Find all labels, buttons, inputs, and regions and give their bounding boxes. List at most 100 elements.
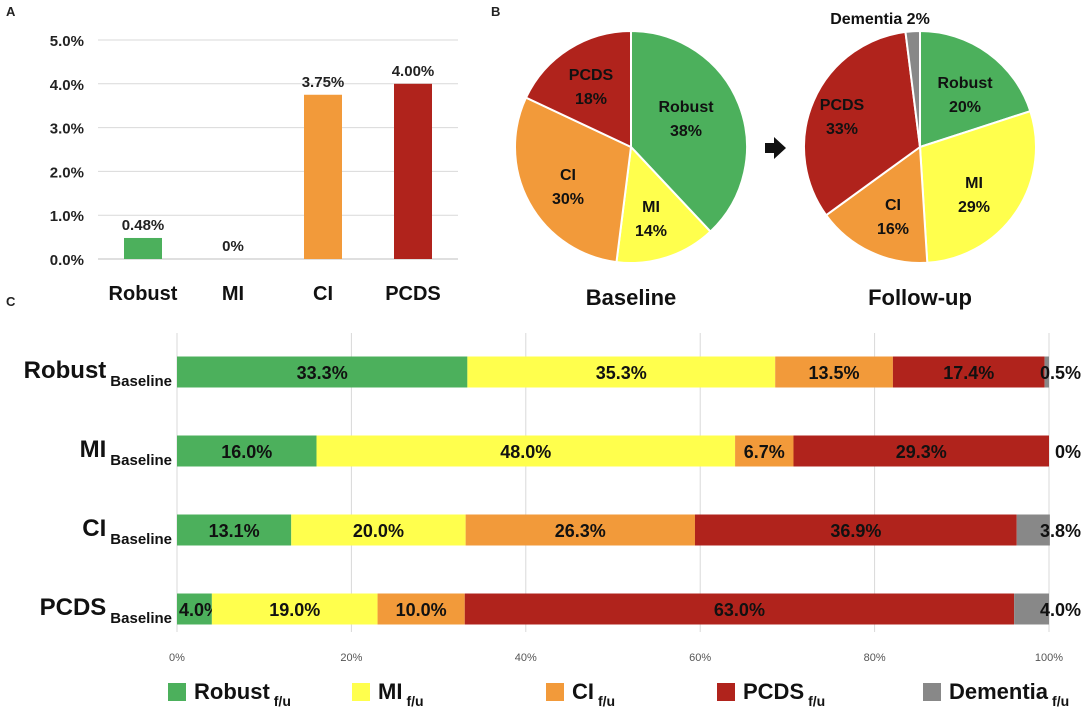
pie-slice-name-label: MI [642, 199, 660, 216]
x-tick-label: 0% [169, 652, 185, 664]
panel-b-pie-charts: Robust 38% MI 14% CI 30% PCDS 18% Baseline Robust… [514, 11, 1037, 310]
panel-c-stacked-bar-chart: 0% 20% 40% 60% 80% 100%Robust Baseline 33.3% 35.… [24, 333, 1081, 709]
pie-slice-value-label: 29% [958, 199, 990, 216]
bar-ci [304, 94, 342, 259]
legend-swatch-mi [352, 683, 370, 701]
pie-slice-name-label: Robust [937, 75, 993, 92]
stacked-segment-dementia [1014, 593, 1049, 625]
stacked-segment-ci [465, 514, 695, 546]
pie-slice-name-label: PCDS [820, 97, 865, 114]
segment-value-label: 6.7% [744, 442, 785, 462]
panel-b-letter: B [491, 4, 500, 19]
stacked-segment-mi [316, 435, 736, 467]
stacked-segment-robust [177, 514, 292, 546]
segment-value-label: 48.0% [500, 442, 551, 462]
y-category-label: Robust Baseline [24, 357, 172, 390]
stacked-segment-ci [377, 593, 465, 625]
arrow-right-icon [765, 137, 786, 159]
legend-swatch-ci [546, 683, 564, 701]
legend-subscript: f/u [808, 693, 825, 709]
legend-subscript: f/u [1052, 693, 1069, 709]
legend-label: PCDS f/u [743, 679, 825, 709]
bar-pcds [394, 83, 432, 259]
x-tick-label: 20% [340, 652, 362, 664]
x-category-label: MI [222, 283, 244, 305]
pie-slice-mi [615, 144, 712, 264]
segment-value-label: 33.3% [297, 363, 348, 383]
segment-value-label: 35.3% [596, 363, 647, 383]
legend-swatch-robust [168, 683, 186, 701]
stacked-segment-mi [211, 593, 378, 625]
segment-value-label: 19.0% [269, 600, 320, 620]
legend-series-name: MI [378, 679, 402, 704]
segment-value-label: 0.5% [1040, 363, 1081, 383]
segment-value-label: 4.0% [179, 600, 220, 620]
pie-slice-name-label: MI [965, 175, 983, 192]
x-category-label: PCDS [385, 283, 441, 305]
x-tick-label: 80% [864, 652, 886, 664]
segment-value-label: 20.0% [353, 521, 404, 541]
segment-value-label: 13.5% [809, 363, 860, 383]
segment-value-label: 4.0% [1040, 600, 1081, 620]
pie-slice-value-label: 14% [635, 223, 667, 240]
category-name: MI [80, 436, 107, 463]
category-name: Robust [24, 357, 107, 384]
stacked-segment-pcds [892, 356, 1045, 388]
legend-label: Dementia f/u [949, 679, 1069, 709]
y-category-label: CI Baseline [82, 515, 172, 548]
bar-robust [124, 237, 162, 259]
pie-slice-ci [824, 145, 929, 264]
stacked-segment-mi [291, 514, 466, 546]
bar-value-label: 0% [222, 238, 244, 255]
pie-slice-mi [918, 109, 1037, 264]
stacked-segment-dementia [1044, 356, 1049, 388]
stacked-segment-ci [775, 356, 893, 388]
pie-slice-name-label: PCDS [569, 67, 614, 84]
stacked-segment-pcds [793, 435, 1049, 467]
category-name: PCDS [40, 594, 107, 621]
legend-swatch-pcds [717, 683, 735, 701]
legend-label: Robust f/u [194, 679, 291, 709]
pie-slice-callout-label: Dementia 2% [830, 11, 930, 28]
legend-swatch-dementia [923, 683, 941, 701]
y-category-label: PCDS Baseline [40, 594, 172, 627]
legend-label: CI f/u [572, 679, 615, 709]
pie-slice-value-label: 16% [877, 221, 909, 238]
y-tick-label: 2.0% [50, 164, 84, 181]
category-subscript: Baseline [110, 610, 172, 627]
pie-slice-name-label: CI [885, 197, 901, 214]
pie-slice-value-label: 38% [670, 123, 702, 140]
pie-slice-name-label: CI [560, 167, 576, 184]
stacked-segment-dementia [1016, 514, 1050, 546]
pie-title: Baseline [586, 285, 677, 310]
bar-value-label: 0.48% [122, 217, 165, 234]
pie-slice-robust [919, 29, 1032, 149]
pie-slice-value-label: 20% [949, 99, 981, 116]
segment-value-label: 36.9% [830, 521, 881, 541]
legend-series-name: PCDS [743, 679, 804, 704]
y-tick-label: 5.0% [50, 33, 84, 50]
category-subscript: Baseline [110, 531, 172, 548]
stacked-segment-ci [735, 435, 794, 467]
segment-value-label: 16.0% [221, 442, 272, 462]
pie-slice-value-label: 30% [552, 191, 584, 208]
pie-slice-name-label: Robust [658, 99, 714, 116]
pie-title: Follow-up [868, 285, 972, 310]
stacked-segment-pcds [694, 514, 1017, 546]
legend-label: MI f/u [378, 679, 424, 709]
category-subscript: Baseline [110, 373, 172, 390]
pie-slice-dementia [904, 29, 921, 148]
panel-a-bar-chart: 0.0% 1.0% 2.0% 3.0% 4.0% 5.0% 0.48% Robust 0% MI 3… [50, 33, 458, 305]
segment-value-label: 0% [1055, 442, 1081, 462]
category-subscript: Baseline [110, 452, 172, 469]
legend-series-name: Robust [194, 679, 270, 704]
pie-slice-robust [630, 29, 748, 233]
stacked-segment-robust [177, 593, 212, 625]
segment-value-label: 17.4% [943, 363, 994, 383]
stacked-segment-robust [177, 356, 468, 388]
legend-subscript: f/u [274, 693, 291, 709]
legend-series-name: CI [572, 679, 594, 704]
category-name: CI [82, 515, 106, 542]
pie-slice-pcds [524, 29, 632, 149]
